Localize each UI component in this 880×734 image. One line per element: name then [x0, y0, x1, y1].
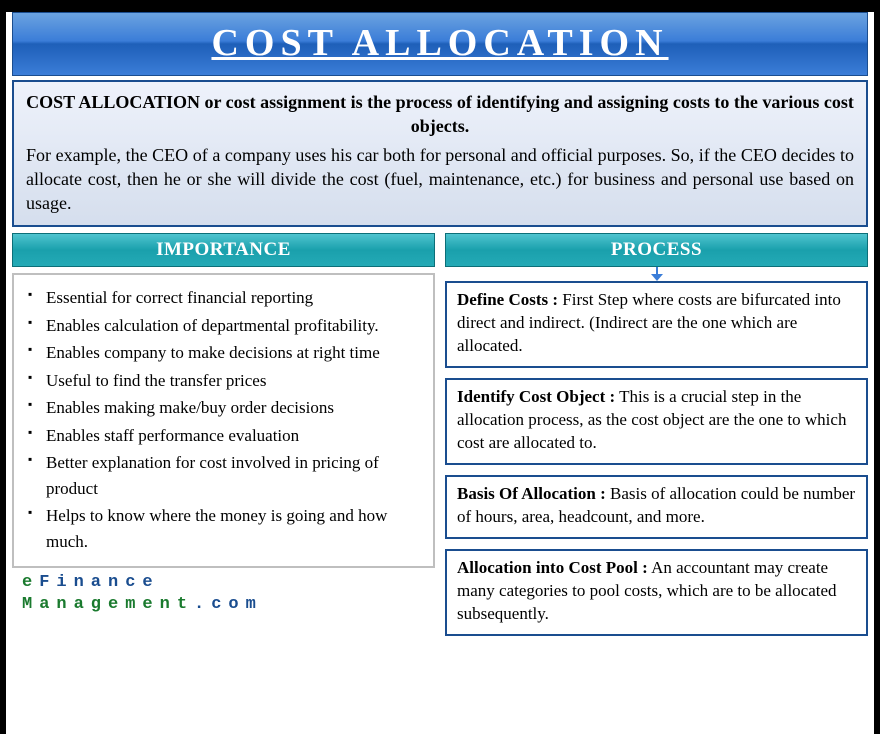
arrow-down-icon [445, 267, 868, 281]
brand-e: e [22, 573, 39, 592]
intro-lead: COST ALLOCATION or cost assignment is th… [26, 90, 854, 139]
process-column: PROCESS Define Costs : First Step where … [445, 233, 868, 645]
process-header: PROCESS [445, 233, 868, 267]
importance-column: IMPORTANCE Essential for correct financi… [12, 233, 435, 645]
process-step: Basis Of Allocation : Basis of allocatio… [445, 475, 868, 539]
process-step: Allocation into Cost Pool : An accountan… [445, 549, 868, 636]
list-item: Enables company to make decisions at rig… [46, 340, 421, 366]
importance-list-box: Essential for correct financial reportin… [12, 273, 435, 568]
list-item: Essential for correct financial reportin… [46, 285, 421, 311]
step-title: Identify Cost Object : [457, 387, 615, 406]
page-title: COST ALLOCATION [13, 21, 867, 65]
list-item: Enables calculation of departmental prof… [46, 313, 421, 339]
intro-lead-bold: COST ALLOCATION or cost assignment is th… [26, 92, 854, 136]
intro-box: COST ALLOCATION or cost assignment is th… [12, 80, 868, 227]
importance-list: Essential for correct financial reportin… [28, 285, 421, 554]
footer-brand: eFinance Management.com [22, 572, 435, 615]
list-item: Enables staff performance evaluation [46, 423, 421, 449]
intro-body: For example, the CEO of a company uses h… [26, 143, 854, 216]
step-title: Allocation into Cost Pool : [457, 558, 648, 577]
list-item: Better explanation for cost involved in … [46, 450, 421, 501]
list-item: Useful to find the transfer prices [46, 368, 421, 394]
list-item: Enables making make/buy order decisions [46, 395, 421, 421]
process-step: Identify Cost Object : This is a crucial… [445, 378, 868, 465]
process-step: Define Costs : First Step where costs ar… [445, 281, 868, 368]
infographic-canvas: COST ALLOCATION COST ALLOCATION or cost … [6, 12, 874, 734]
brand-dotcom: .com [194, 595, 263, 614]
list-item: Helps to know where the money is going a… [46, 503, 421, 554]
importance-header: IMPORTANCE [12, 233, 435, 267]
brand-finance: Finance [39, 573, 159, 592]
title-bar: COST ALLOCATION [12, 12, 868, 76]
step-title: Basis Of Allocation : [457, 484, 606, 503]
brand-management: Management [22, 595, 194, 614]
step-title: Define Costs : [457, 290, 558, 309]
columns-row: IMPORTANCE Essential for correct financi… [12, 233, 868, 645]
